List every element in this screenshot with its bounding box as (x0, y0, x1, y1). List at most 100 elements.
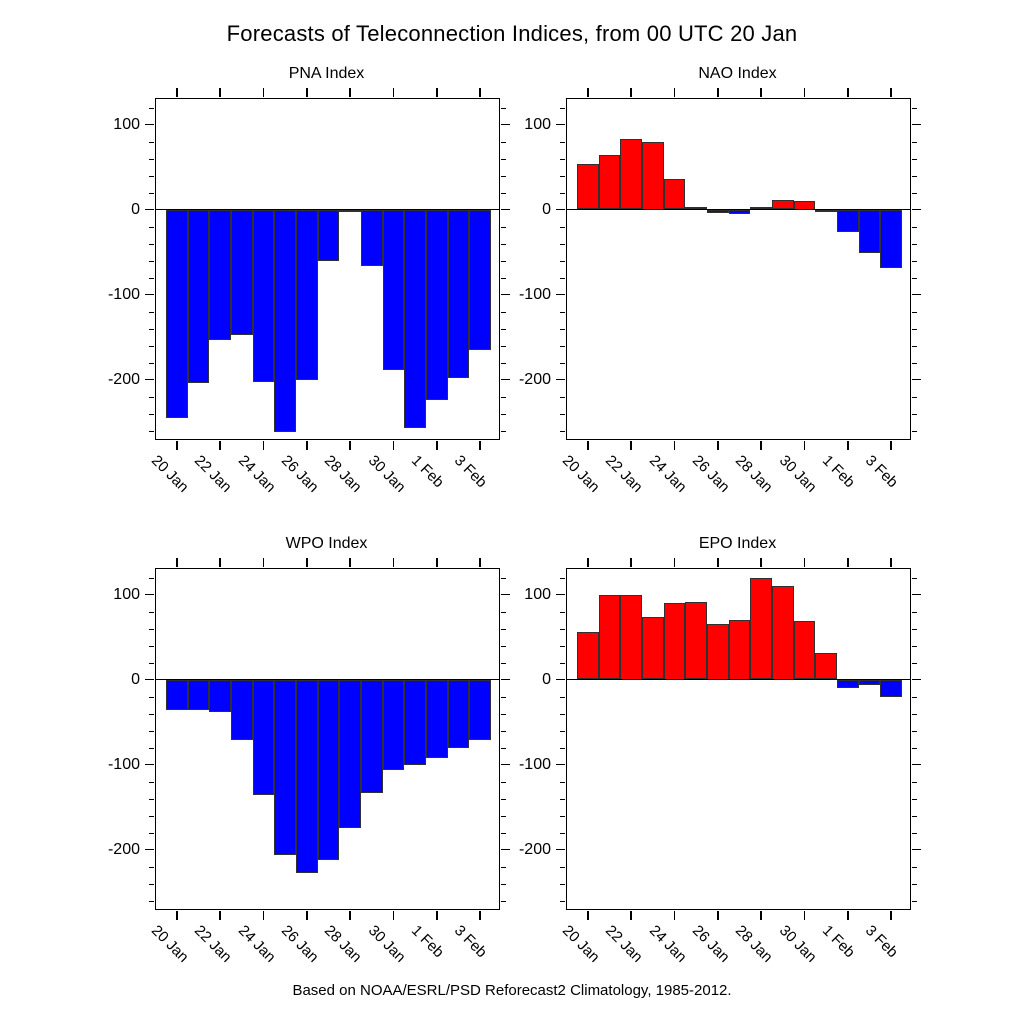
y-tick-label: 100 (113, 585, 140, 603)
bar-30-jan (793, 620, 816, 680)
y-minor-tick-right (912, 747, 917, 749)
y-minor-tick-right (912, 628, 917, 630)
panel-title-nao: NAO Index (698, 65, 777, 82)
x-tick-label: 22 Jan (602, 922, 647, 966)
x-tick-label: 22 Jan (191, 452, 236, 496)
x-major-tick-top (436, 558, 438, 567)
bar-25-jan (685, 602, 707, 680)
y-major-tick-right (501, 208, 510, 211)
bar-1-feb (426, 679, 448, 758)
y-major-tick-left (556, 763, 565, 766)
y-minor-tick-left (560, 107, 565, 109)
x-tick-label: 20 Jan (147, 922, 192, 966)
y-minor-tick-right (501, 260, 506, 262)
y-major-tick-right (912, 378, 921, 381)
x-major-tick-top (176, 558, 178, 567)
y-minor-tick-right (501, 577, 506, 579)
bar-1-feb (837, 679, 859, 688)
figure-title: Forecasts of Teleconnection Indices, fro… (226, 21, 798, 46)
zero-line (156, 679, 499, 680)
x-major-tick-bottom (890, 441, 892, 450)
y-major-tick-right (912, 678, 921, 681)
y-minor-tick-left (560, 413, 565, 415)
bar-29-jan (361, 679, 383, 794)
y-minor-tick-right (912, 430, 917, 432)
bar-29-jan (361, 209, 383, 266)
y-minor-tick-left (560, 141, 565, 143)
bar-2-feb (858, 679, 881, 685)
x-major-tick-bottom (262, 911, 265, 920)
y-major-tick-left (556, 378, 565, 381)
y-tick-label: 0 (542, 670, 551, 688)
y-minor-tick-right (912, 413, 917, 415)
zero-line (567, 679, 910, 680)
y-minor-tick-left (149, 730, 154, 732)
y-minor-tick-left (149, 645, 154, 647)
y-minor-tick-right (912, 713, 917, 715)
x-tick-label: 1 Feb (407, 452, 447, 492)
x-major-tick-top (479, 558, 481, 567)
y-minor-tick-right (912, 645, 917, 647)
y-major-tick-right (912, 593, 921, 596)
y-minor-tick-right (501, 175, 506, 177)
y-minor-tick-right (501, 611, 506, 613)
x-major-tick-bottom (349, 441, 351, 450)
y-tick-label: -100 (518, 285, 551, 303)
y-minor-tick-right (501, 345, 506, 347)
bar-28-jan (750, 578, 772, 680)
y-minor-tick-right (501, 645, 506, 647)
y-minor-tick-left (560, 645, 565, 647)
bar-26-jan (707, 209, 729, 213)
y-major-tick-right (501, 763, 510, 766)
y-minor-tick-right (501, 192, 506, 194)
x-tick-label: 24 Jan (645, 452, 690, 496)
y-minor-tick-right (501, 730, 506, 732)
y-major-tick-left (145, 378, 154, 381)
y-major-tick-left (556, 293, 565, 296)
y-minor-tick-left (149, 311, 154, 313)
y-minor-tick-left (149, 328, 154, 330)
y-minor-tick-right (912, 311, 917, 313)
y-minor-tick-left (560, 345, 565, 347)
bar-3-feb (469, 679, 491, 740)
bar-23-jan (642, 141, 664, 210)
x-major-tick-bottom (349, 911, 351, 920)
x-major-tick-bottom (630, 441, 632, 450)
y-minor-tick-right (912, 141, 917, 143)
x-tick-label: 30 Jan (775, 922, 820, 966)
x-major-tick-top (847, 558, 849, 567)
bar-22-jan (620, 594, 642, 680)
x-major-tick-top (717, 558, 719, 567)
y-minor-tick-left (149, 832, 154, 834)
y-minor-tick-left (560, 900, 565, 902)
x-tick-label: 24 Jan (645, 922, 690, 966)
caption: Based on NOAA/ESRL/PSD Reforecast2 Clima… (292, 982, 732, 999)
y-minor-tick-left (560, 277, 565, 279)
x-major-tick-bottom (587, 441, 589, 450)
x-major-tick-bottom (392, 441, 395, 450)
x-major-tick-top (479, 88, 481, 97)
x-major-tick-bottom (803, 911, 806, 920)
x-tick-label: 28 Jan (321, 922, 366, 966)
x-tick-label: 20 Jan (147, 452, 192, 496)
y-minor-tick-left (560, 730, 565, 732)
y-minor-tick-right (501, 362, 506, 364)
bar-24-jan (252, 679, 275, 796)
y-minor-tick-left (149, 107, 154, 109)
x-major-tick-bottom (262, 441, 265, 450)
bar-20-jan (577, 164, 599, 210)
x-tick-label: 26 Jan (277, 922, 322, 966)
x-tick-label: 1 Feb (407, 922, 447, 962)
y-minor-tick-left (560, 328, 565, 330)
x-major-tick-bottom (673, 911, 676, 920)
y-minor-tick-left (560, 611, 565, 613)
bar-31-jan (815, 653, 837, 680)
x-major-tick-top (176, 88, 178, 97)
y-major-tick-left (145, 208, 154, 211)
bar-24-jan (663, 603, 686, 680)
x-major-tick-top (349, 88, 351, 97)
bar-3-feb (880, 679, 902, 698)
y-minor-tick-right (501, 662, 506, 664)
y-minor-tick-right (501, 866, 506, 868)
